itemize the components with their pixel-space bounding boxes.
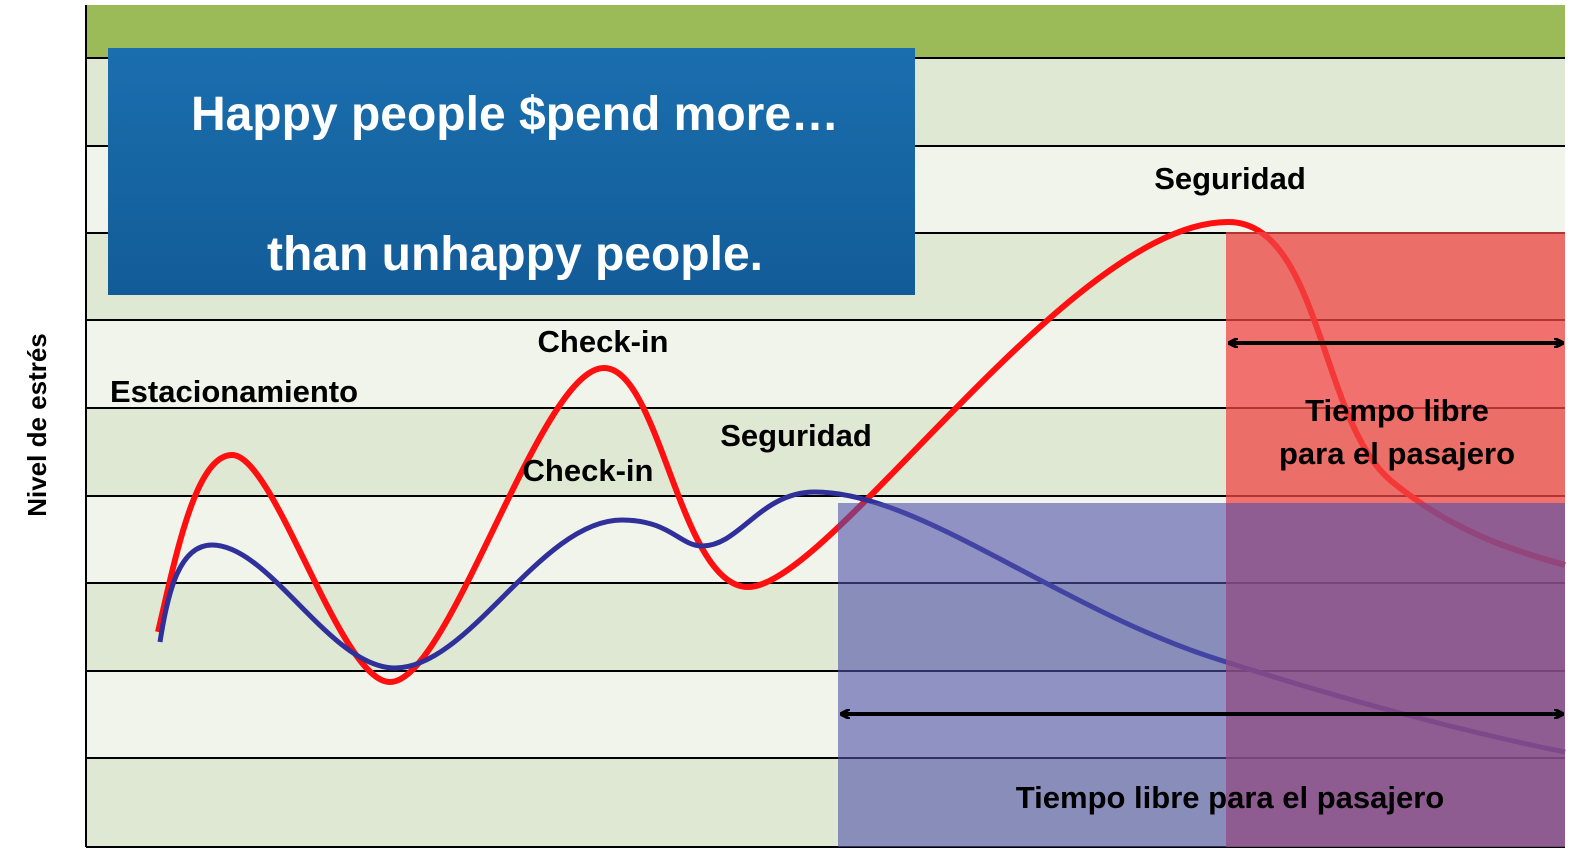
banner-line1: Happy people $pend more… [191,88,839,141]
label-seguridad-blue: Seguridad [720,418,872,453]
label-tiempo-blue: Tiempo libre para el pasajero [1016,780,1444,815]
label-seguridad-red: Seguridad [1154,161,1306,196]
label-check-in-blue: Check-in [523,453,654,488]
banner-line2: than unhappy people. [267,228,763,281]
passenger-time-blue-zone [838,503,1565,847]
label-estacionamiento: Estacionamiento [110,374,358,409]
y-axis-label: Nivel de estrés [22,333,52,517]
banner [108,48,915,295]
label-tiempo-red-2: para el pasajero [1279,436,1515,471]
label-tiempo-red-1: Tiempo libre [1305,393,1489,428]
label-check-in-red: Check-in [538,324,669,359]
